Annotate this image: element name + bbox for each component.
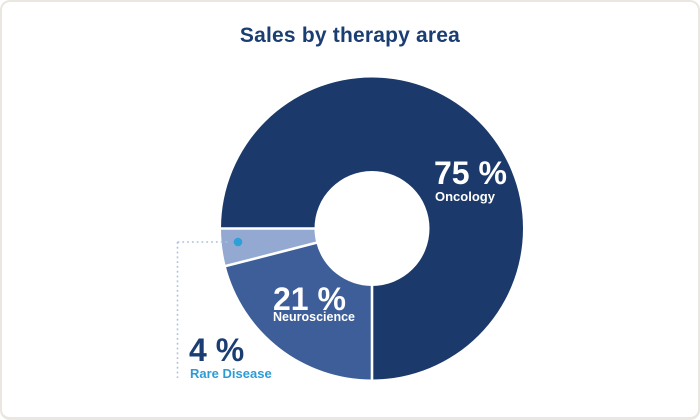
rare-disease-value-label: 4 % bbox=[189, 332, 245, 368]
donut-slice-neuroscience bbox=[225, 242, 372, 380]
neuroscience-value-label: 21 % bbox=[273, 281, 346, 317]
rare-disease-name-label: Rare Disease bbox=[190, 366, 272, 381]
donut-slice-oncology bbox=[221, 77, 523, 380]
donut-slice-rare-disease bbox=[221, 228, 317, 267]
callout-dot bbox=[233, 237, 243, 247]
slice-divider-line bbox=[224, 241, 318, 268]
donut-slices bbox=[221, 77, 523, 380]
neuroscience-name-label: Neuroscience bbox=[273, 310, 355, 324]
chart-title: Sales by therapy area bbox=[239, 24, 461, 47]
slice-dividers bbox=[220, 227, 374, 380]
oncology-value-label: 75 % bbox=[434, 155, 507, 191]
oncology-name-label: Oncology bbox=[435, 189, 495, 204]
